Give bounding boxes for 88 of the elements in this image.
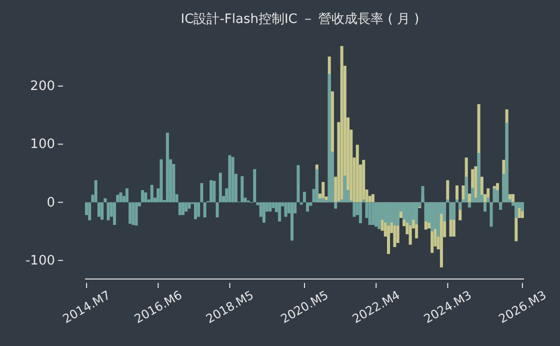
bar — [484, 202, 487, 212]
bar — [340, 46, 344, 202]
bar — [424, 202, 428, 222]
y-tick-label: 100 — [30, 137, 55, 152]
bar — [172, 164, 176, 202]
bar — [210, 180, 213, 202]
bar — [396, 202, 400, 226]
bar — [468, 202, 471, 208]
bar — [456, 199, 459, 202]
bar — [218, 172, 222, 202]
bar — [356, 144, 359, 202]
bar — [184, 202, 188, 212]
bar — [116, 194, 120, 202]
bar — [352, 202, 356, 217]
bar — [150, 184, 154, 202]
bar — [100, 202, 104, 220]
bar — [499, 202, 502, 210]
bar — [371, 194, 374, 202]
bar — [362, 199, 366, 202]
bar — [452, 202, 456, 220]
bar — [144, 192, 148, 202]
bar — [188, 202, 191, 209]
bar — [486, 198, 490, 202]
chart-title: IC設計-Flash控制IC － 營收成長率 ( 月 ) — [180, 11, 420, 28]
bar — [371, 202, 374, 225]
bar — [302, 192, 306, 202]
bar — [514, 202, 518, 218]
bar — [290, 202, 294, 241]
bar — [104, 198, 107, 202]
bar — [408, 202, 412, 226]
bar — [272, 202, 275, 208]
bar — [94, 180, 98, 202]
bar — [141, 190, 144, 202]
bar — [212, 180, 216, 202]
bar — [296, 165, 300, 202]
y-tick-label: -100 — [25, 253, 55, 268]
bar — [113, 202, 116, 225]
bar — [132, 202, 135, 225]
bar — [253, 169, 256, 202]
bar — [278, 202, 282, 222]
bar — [430, 202, 434, 232]
bar — [458, 202, 462, 210]
bar — [200, 183, 204, 202]
bar — [268, 202, 272, 212]
bar — [119, 192, 122, 202]
bar — [358, 202, 362, 224]
bar — [496, 190, 499, 202]
bar — [468, 194, 471, 202]
bar — [194, 202, 197, 220]
bar — [197, 202, 200, 217]
bar — [178, 202, 182, 216]
bar — [88, 202, 92, 220]
bar — [262, 202, 266, 223]
bar — [228, 155, 232, 202]
bar — [231, 156, 234, 202]
bar — [378, 202, 381, 230]
bar — [415, 202, 418, 224]
bar — [471, 188, 474, 202]
bar — [306, 202, 310, 212]
bar — [512, 194, 515, 202]
bar — [436, 202, 440, 237]
bar — [446, 199, 450, 202]
bar — [166, 132, 169, 202]
bar — [421, 186, 424, 202]
bar — [449, 202, 452, 220]
bar — [464, 176, 468, 202]
bar — [134, 202, 138, 226]
bar — [343, 176, 346, 202]
bar — [160, 159, 163, 202]
bar — [216, 202, 219, 218]
bar — [106, 202, 110, 220]
bar — [240, 176, 244, 202]
bar — [284, 202, 288, 217]
bar — [322, 198, 325, 202]
bar — [443, 202, 446, 222]
bar — [125, 188, 128, 202]
bar — [203, 202, 206, 218]
bar — [402, 202, 406, 220]
bar — [477, 152, 480, 202]
bar — [334, 202, 338, 209]
bar — [520, 202, 524, 212]
y-tick-label: 200 — [30, 79, 55, 94]
bar — [128, 202, 132, 224]
bar — [368, 202, 372, 225]
y-tick-label: 0 — [46, 195, 55, 210]
bar — [97, 202, 100, 217]
bar — [362, 160, 366, 202]
bar — [490, 202, 493, 227]
